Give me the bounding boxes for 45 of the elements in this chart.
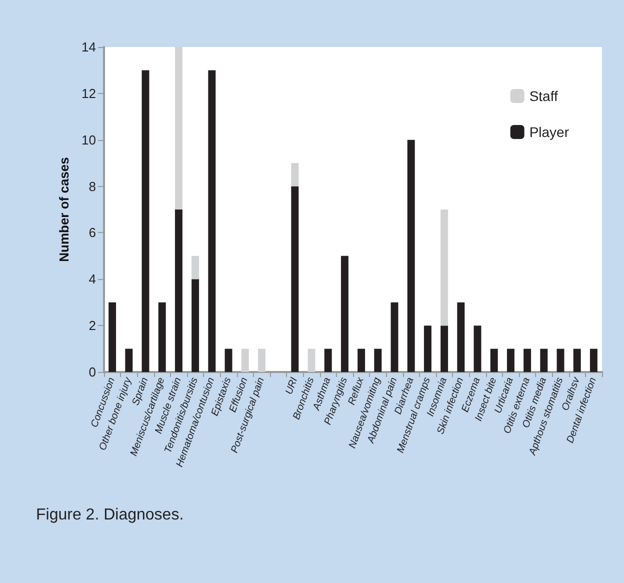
bar xyxy=(174,210,182,372)
bar xyxy=(573,348,581,372)
bar xyxy=(506,348,514,372)
y-tick-label: 2 xyxy=(88,318,96,334)
bar xyxy=(556,348,564,372)
bar xyxy=(142,70,150,372)
caption: Figure 2. Diagnoses. xyxy=(36,506,184,524)
bar xyxy=(474,326,482,372)
bar xyxy=(457,302,465,372)
bar xyxy=(192,256,200,280)
bar xyxy=(490,348,498,372)
bar xyxy=(158,302,166,372)
y-tick-label: 14 xyxy=(82,40,96,54)
legend-label: Staff xyxy=(529,88,558,104)
bar xyxy=(224,348,232,372)
y-tick-label: 12 xyxy=(82,86,96,101)
bar xyxy=(108,302,116,372)
bar xyxy=(241,348,249,372)
bar xyxy=(374,348,382,372)
bar xyxy=(291,163,299,186)
bar xyxy=(390,302,398,372)
y-axis-title: Number of cases xyxy=(56,157,72,262)
bar xyxy=(291,186,299,372)
bar xyxy=(258,348,266,372)
bar xyxy=(174,47,182,210)
bar xyxy=(540,348,548,372)
bar xyxy=(407,140,415,372)
y-tick-label: 8 xyxy=(88,178,96,194)
bar xyxy=(358,348,366,372)
bar xyxy=(440,210,448,326)
legend-label: Player xyxy=(529,124,570,140)
y-tick-label: 0 xyxy=(88,364,96,380)
y-tick-label: 6 xyxy=(88,225,96,240)
bar xyxy=(524,348,532,372)
bar xyxy=(208,70,216,372)
bar xyxy=(308,348,316,372)
bar xyxy=(192,279,200,372)
bar xyxy=(340,256,348,372)
bar xyxy=(440,326,448,372)
y-tick-label: 4 xyxy=(88,272,96,287)
bar xyxy=(324,348,332,372)
y-tick-label: 10 xyxy=(82,132,96,148)
bar xyxy=(424,326,432,372)
bar xyxy=(125,348,133,372)
bar xyxy=(590,348,598,372)
